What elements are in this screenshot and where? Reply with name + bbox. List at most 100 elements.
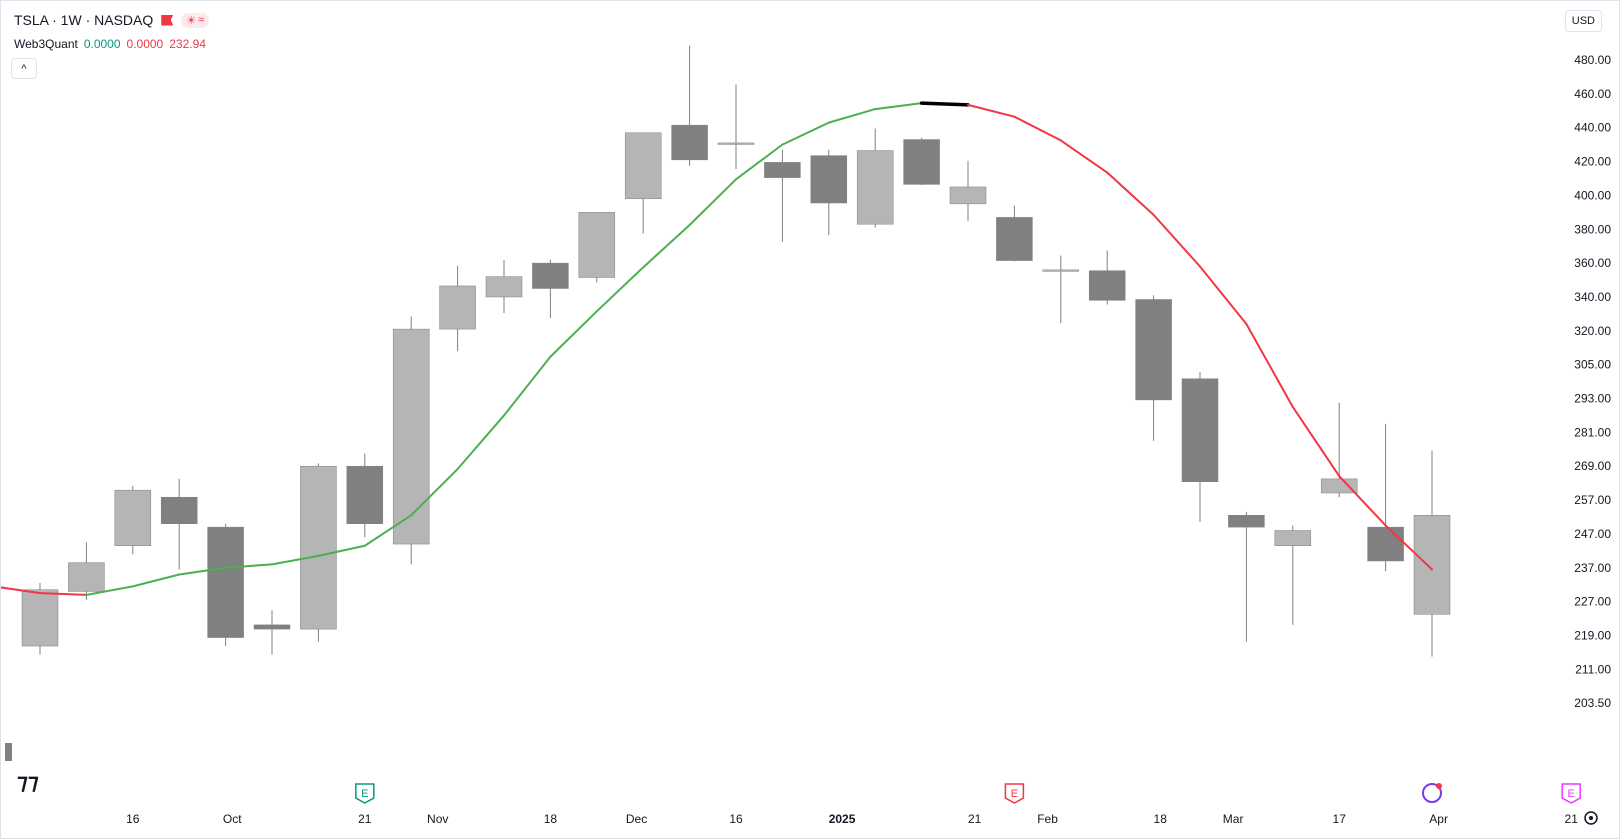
- time-tick-label: Nov: [427, 812, 448, 826]
- candle: [856, 128, 894, 228]
- candle-body: [253, 624, 291, 630]
- time-tick-label: 21: [1565, 812, 1579, 826]
- time-tick-label: Dec: [626, 812, 647, 826]
- earnings-icon[interactable]: E: [355, 783, 375, 804]
- price-tick-label: 293.00: [1574, 392, 1611, 406]
- ma-segment: [271, 554, 320, 566]
- time-axis[interactable]: 16 Oct 21 Nov 18 Dec 16 2025 21 Feb 18 Mar 17 Apr 21: [126, 812, 1578, 826]
- earnings-icon[interactable]: E: [1561, 783, 1581, 804]
- ma-segment: [549, 310, 598, 358]
- candle-body: [810, 155, 848, 204]
- tradingview-logo[interactable]: ⁊⁊: [17, 769, 39, 794]
- sun-icon: ☀: [186, 14, 197, 27]
- indicator-value-1: 0.0000: [83, 37, 121, 51]
- currency-button[interactable]: USD: [1564, 10, 1602, 32]
- indicator-value-2: 0.0000: [126, 37, 164, 51]
- candle: [903, 137, 940, 186]
- indicator-name[interactable]: Web3Quant: [14, 37, 78, 51]
- ma-segment: [178, 566, 227, 576]
- indicator-legend[interactable]: Web3Quant 0.0000 0.0000 232.94: [14, 37, 206, 51]
- ma-segment: [85, 585, 134, 596]
- candle: [578, 212, 616, 283]
- ma-segment: [410, 468, 459, 517]
- ma-segment: [919, 101, 970, 107]
- price-tick-label: 460.00: [1574, 87, 1611, 101]
- candle: [624, 132, 662, 234]
- candle-body: [717, 142, 755, 145]
- candle-body: [114, 489, 152, 546]
- ma-segment: [363, 514, 413, 547]
- ma-segment: [967, 103, 1016, 118]
- ma-segment: [224, 563, 273, 569]
- candle-body: [439, 285, 476, 330]
- candle: [1228, 511, 1265, 642]
- candle: [1367, 423, 1404, 572]
- candle-body: [1413, 515, 1451, 615]
- candle-body: [949, 186, 987, 205]
- price-tick-label: 340.00: [1574, 290, 1611, 304]
- indicator-value-3: 232.94: [169, 37, 206, 51]
- time-tick-label: 16: [126, 812, 140, 826]
- price-tick-label: 400.00: [1574, 188, 1611, 202]
- earnings-label: E: [1011, 788, 1018, 800]
- ma-segment: [827, 108, 877, 124]
- price-axis[interactable]: 480.00 460.00 440.00 420.00 400.00 380.00 360.…: [1574, 53, 1611, 710]
- flag-icon[interactable]: [161, 14, 174, 26]
- candle: [114, 485, 152, 555]
- candle: [671, 45, 708, 166]
- candle: [300, 463, 337, 642]
- candle-body: [1274, 530, 1312, 546]
- candle: [439, 265, 476, 352]
- candle-body: [1228, 515, 1265, 528]
- candle-body: [764, 162, 801, 178]
- earnings-label: E: [1568, 788, 1575, 800]
- time-tick-label: 17: [1333, 812, 1347, 826]
- time-tick-label: Feb: [1037, 812, 1058, 826]
- earnings-icon[interactable]: E: [1004, 783, 1025, 804]
- candle-body: [671, 124, 708, 161]
- price-tick-label: 305.00: [1574, 358, 1611, 372]
- session-pills[interactable]: ☀ ≈: [181, 12, 210, 28]
- symbol-line[interactable]: TSLA · 1W · NASDAQ: [14, 12, 154, 28]
- candle: [207, 523, 244, 647]
- candle-body: [21, 589, 59, 647]
- ma-segment: [1199, 265, 1248, 326]
- candles-layer: [21, 45, 1451, 657]
- event-icon[interactable]: [1422, 783, 1442, 803]
- earnings-label: E: [361, 788, 368, 800]
- candle-body: [68, 562, 105, 592]
- time-tick-label: Apr: [1429, 812, 1448, 826]
- ma-segment: [1106, 171, 1155, 216]
- price-tick-label: 281.00: [1574, 425, 1611, 439]
- ma-segment: [1013, 115, 1062, 142]
- collapse-legend-button[interactable]: ^: [11, 58, 37, 79]
- partial-left-bar: [5, 743, 12, 761]
- time-tick-label: 18: [1154, 812, 1168, 826]
- candle-body: [996, 217, 1033, 261]
- candle-body: [903, 139, 940, 185]
- price-tick-label: 237.00: [1574, 561, 1611, 575]
- candle-body: [856, 150, 894, 225]
- ma-segment: [503, 355, 552, 417]
- chart-settings-icon[interactable]: [1584, 811, 1598, 825]
- price-tick-label: 227.00: [1574, 595, 1611, 609]
- candle-body: [624, 132, 662, 200]
- candle: [996, 205, 1033, 262]
- symbol-legend[interactable]: TSLA · 1W · NASDAQ ☀ ≈: [14, 12, 210, 28]
- ma-segment: [642, 224, 691, 269]
- candle: [21, 582, 59, 655]
- tv-logo-icon[interactable]: ⁊⁊: [17, 769, 39, 794]
- candle: [485, 259, 523, 314]
- candle: [1088, 250, 1126, 305]
- ma-segment: [1, 586, 41, 595]
- price-tick-label: 360.00: [1574, 256, 1611, 270]
- candle-body: [1320, 478, 1358, 494]
- candle-body: [1088, 270, 1126, 301]
- candle: [1042, 255, 1080, 324]
- ma-segment: [1152, 213, 1201, 268]
- price-tick-label: 247.00: [1574, 527, 1611, 541]
- candle: [1274, 525, 1312, 625]
